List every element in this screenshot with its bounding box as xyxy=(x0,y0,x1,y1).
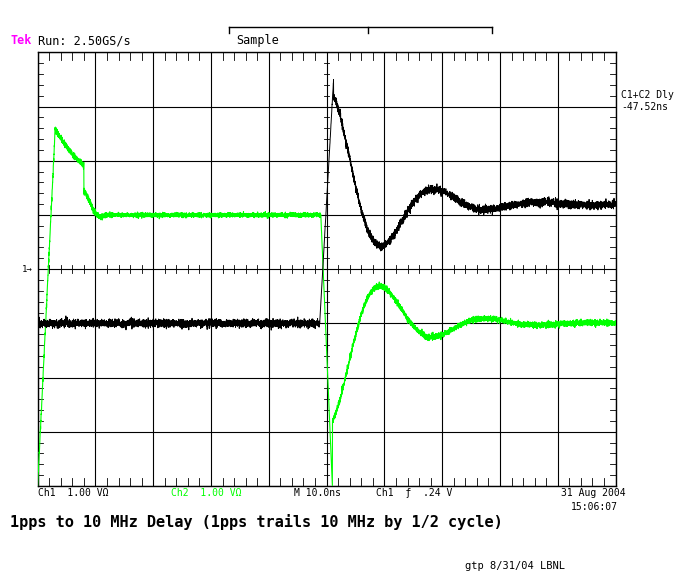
Text: C1+C2 Dly
-47.52ns: C1+C2 Dly -47.52ns xyxy=(621,90,674,112)
Text: 31 Aug 2004: 31 Aug 2004 xyxy=(561,488,625,498)
Text: 1pps to 10 MHz Delay (1pps trails 10 MHz by 1/2 cycle): 1pps to 10 MHz Delay (1pps trails 10 MHz… xyxy=(10,514,503,530)
Text: 15:06:07: 15:06:07 xyxy=(571,502,618,512)
Text: Sample: Sample xyxy=(236,34,279,47)
Text: gtp 8/31/04 LBNL: gtp 8/31/04 LBNL xyxy=(465,561,565,571)
Text: Ch1  1.00 VΩ: Ch1 1.00 VΩ xyxy=(38,488,108,498)
Text: Run: 2.50GS/s: Run: 2.50GS/s xyxy=(38,34,130,47)
Text: 1→: 1→ xyxy=(23,265,33,274)
Text: Tek: Tek xyxy=(10,34,31,47)
Text: M 10.0ns: M 10.0ns xyxy=(294,488,341,498)
Text: Ch2  1.00 VΩ: Ch2 1.00 VΩ xyxy=(171,488,241,498)
Text: Ch1  ƒ  .24 V: Ch1 ƒ .24 V xyxy=(376,488,453,498)
